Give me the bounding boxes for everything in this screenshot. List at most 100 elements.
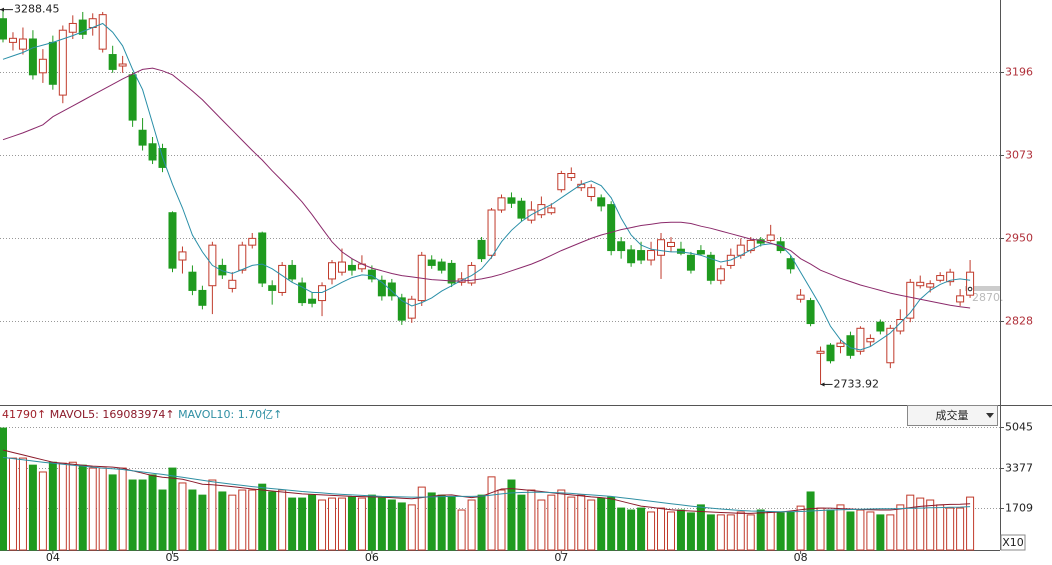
candle-body — [627, 249, 636, 264]
volume-bar — [318, 499, 327, 551]
y-tick-label: 1709 — [1005, 502, 1033, 515]
selector-arrow[interactable] — [986, 413, 994, 418]
candle-body — [407, 298, 416, 319]
volume-bar — [766, 511, 775, 551]
volume-bar — [377, 497, 386, 551]
volume-bar — [357, 497, 366, 551]
volume-bar — [936, 504, 945, 551]
volume-bar — [258, 483, 267, 551]
candle-body — [796, 294, 805, 300]
candle-body — [288, 264, 297, 280]
candle-body — [78, 19, 87, 35]
candle-body — [836, 342, 845, 348]
volume-header: 41790↑ MAVOL5: 169083974↑ MAVOL10: 1.70亿… — [2, 408, 282, 421]
candle-body — [238, 244, 247, 271]
volume-bar — [78, 464, 87, 551]
volume-bar — [278, 489, 287, 551]
volume-bar — [168, 467, 177, 551]
candle-body — [58, 29, 67, 96]
volume-bar — [128, 479, 137, 551]
candle-body — [706, 254, 715, 281]
volume-bar — [397, 502, 406, 551]
candle-body — [467, 264, 476, 284]
candle-body — [148, 143, 157, 161]
x-tick-label: 06 — [365, 551, 379, 564]
x-tick-label: 07 — [554, 551, 568, 564]
volume-bar — [188, 489, 197, 551]
last-price-dot — [967, 286, 973, 292]
volume-bar — [856, 509, 865, 551]
candle-body — [308, 298, 317, 304]
candle-body — [318, 285, 327, 302]
candle-body — [497, 197, 506, 211]
volume-average-line — [2, 456, 971, 513]
volume-bar — [497, 489, 506, 551]
volume-bar — [198, 494, 207, 551]
volume-bar — [68, 461, 77, 551]
candle-body — [48, 41, 57, 85]
unit-box — [1000, 534, 1026, 551]
unit-label: X10 — [1002, 536, 1024, 549]
candle-body — [128, 74, 137, 121]
x-tick-label: 04 — [46, 551, 60, 564]
volume-bar — [716, 514, 725, 551]
y-tick-label: 3073 — [1005, 149, 1033, 162]
panel-selector[interactable]: 成交量 — [907, 405, 998, 426]
candle-body — [328, 262, 337, 280]
candle-body — [876, 321, 885, 332]
volume-bar — [337, 497, 346, 551]
candle-body — [956, 295, 965, 303]
volume-bar — [826, 509, 835, 551]
volume-bar — [407, 504, 416, 551]
candle-body — [637, 250, 646, 261]
volume-bar — [218, 491, 227, 551]
candle-body — [278, 264, 287, 293]
candle-body — [597, 197, 606, 207]
volume-bar — [367, 494, 376, 551]
candle-body — [108, 54, 117, 70]
volume-bar — [577, 494, 586, 551]
candle-body — [966, 271, 975, 296]
candle-body — [18, 38, 27, 50]
candle-body — [98, 14, 107, 50]
y-tick-label: 3377 — [1005, 462, 1033, 475]
candle-body — [248, 237, 257, 246]
candle-body — [347, 264, 356, 271]
volume-bar — [288, 497, 297, 551]
volume-bar — [248, 489, 257, 551]
candle-body — [647, 250, 656, 261]
volume-bar — [178, 482, 187, 551]
candle-body — [786, 258, 795, 270]
candle-body — [617, 241, 626, 252]
candle-body — [218, 264, 227, 276]
volume-bar — [48, 461, 57, 551]
volume-bar — [776, 512, 785, 551]
candle-body — [298, 282, 307, 304]
volume-bar — [816, 507, 825, 551]
volume-bar — [686, 512, 695, 551]
volume-bar — [208, 479, 217, 551]
annotation-arrowhead — [820, 382, 825, 387]
candle-body — [806, 300, 815, 325]
candle-body — [557, 173, 566, 191]
candle-body — [258, 232, 267, 284]
selector-text[interactable]: 成交量 — [936, 408, 969, 422]
volume-bar — [158, 489, 167, 551]
volume-bar — [238, 489, 247, 551]
selector-box[interactable] — [907, 405, 998, 426]
mavol10-label: MAVOL10: 1.70亿↑ — [178, 408, 282, 421]
volume-bar — [0, 427, 7, 551]
candle-body — [666, 241, 675, 248]
candle-body — [118, 63, 127, 67]
candle-body — [567, 173, 576, 179]
volume-bar — [88, 467, 97, 551]
volume-bar — [298, 497, 307, 551]
x-tick-label: 05 — [165, 551, 179, 564]
candle-body — [547, 207, 556, 214]
volume-bar — [896, 504, 905, 551]
volume-bar — [846, 511, 855, 551]
candle-body — [657, 239, 666, 256]
last-price-bar — [965, 286, 1000, 291]
last-price-label: 2870. — [972, 291, 1004, 304]
volume-bar — [477, 494, 486, 551]
